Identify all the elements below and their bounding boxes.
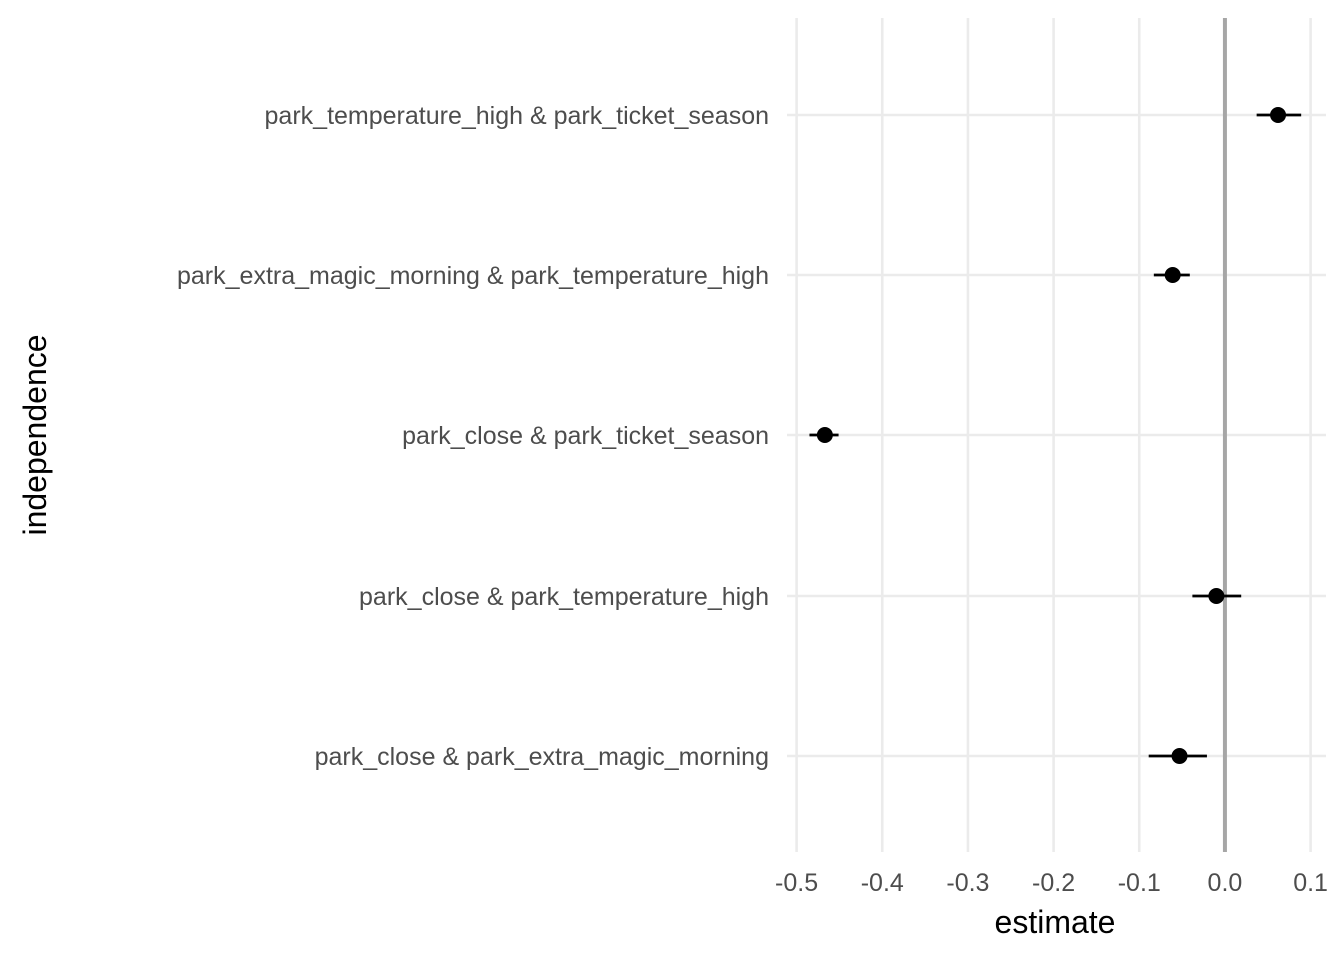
- x-tick-label: -0.2: [1032, 869, 1075, 897]
- x-tick-label: -0.3: [946, 869, 989, 897]
- x-tick-label: -0.1: [1118, 869, 1161, 897]
- data-point: [1164, 267, 1181, 283]
- y-tick-label: park_close & park_ticket_season: [402, 422, 769, 450]
- data-point: [816, 427, 833, 443]
- x-tick-label: 0.0: [1208, 869, 1243, 897]
- y-tick-label: park_temperature_high & park_ticket_seas…: [265, 102, 769, 130]
- y-tick-label: park_extra_magic_morning & park_temperat…: [177, 262, 769, 290]
- x-tick-labels: -0.5 -0.4 -0.3 -0.2 -0.1 0.0 0.1: [775, 869, 1328, 897]
- data-point: [1270, 107, 1287, 123]
- y-tick-label: park_close & park_extra_magic_morning: [315, 743, 769, 771]
- y-tick-label: park_close & park_temperature_high: [359, 583, 769, 611]
- data-points: [816, 107, 1287, 764]
- x-tick-label: -0.4: [861, 869, 904, 897]
- x-tick-label: -0.5: [775, 869, 818, 897]
- data-point: [1208, 588, 1225, 604]
- y-axis-title: independence: [17, 334, 53, 535]
- x-axis-title: estimate: [995, 904, 1116, 940]
- horizontal-gridlines: [787, 113, 1326, 758]
- x-tick-label: 0.1: [1293, 869, 1328, 897]
- data-point: [1171, 748, 1188, 764]
- y-tick-labels: park_temperature_high & park_ticket_seas…: [177, 102, 769, 771]
